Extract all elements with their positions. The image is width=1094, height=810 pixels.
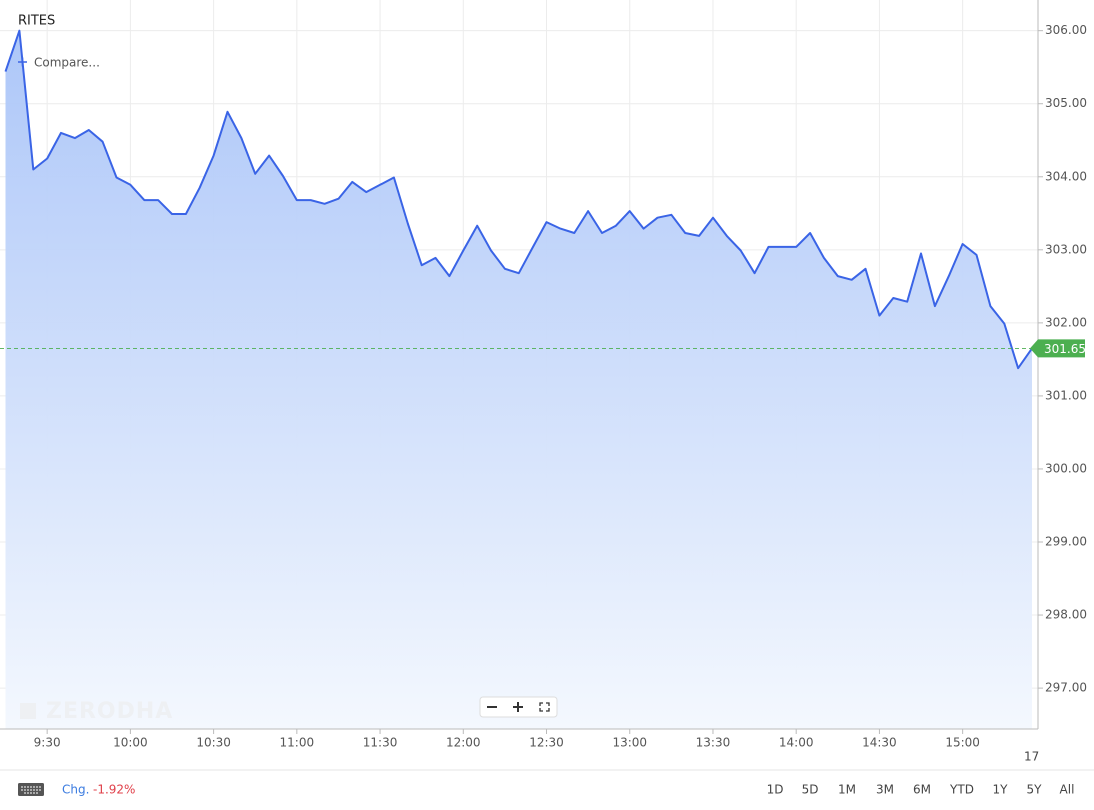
x-tick-label: 12:30 (529, 736, 564, 750)
watermark-logo (20, 703, 36, 719)
x-tick-label: 10:00 (113, 736, 148, 750)
x-tick-label: 14:30 (862, 736, 897, 750)
last-price-tag (1030, 339, 1085, 358)
next-day-label: 17 (1024, 750, 1039, 764)
range-button[interactable]: 1D (767, 783, 784, 797)
x-tick-label: 12:00 (446, 736, 481, 750)
plot (0, 29, 1038, 729)
range-button[interactable]: 3M (876, 783, 894, 797)
x-tick-label: 11:00 (280, 736, 315, 750)
x-tick-label: 9:30 (34, 736, 61, 750)
x-tick-label: 13:00 (612, 736, 647, 750)
y-tick-label: 300.00 (1045, 461, 1087, 475)
x-tick-label: 10:30 (196, 736, 231, 750)
zoom-in[interactable] (513, 702, 523, 712)
range-button[interactable]: 1M (838, 783, 856, 797)
keyboard-icon[interactable] (18, 783, 44, 796)
zoom-controls (479, 696, 558, 718)
fullscreen[interactable] (539, 702, 550, 712)
y-tick-label: 299.00 (1045, 535, 1087, 549)
y-tick-label: 302.00 (1045, 315, 1087, 329)
compare-label: Compare... (34, 56, 100, 70)
plus-icon (18, 57, 27, 67)
last-price-label: 301.65 (1044, 342, 1086, 356)
area (5, 30, 1032, 729)
range-button[interactable]: 1Y (993, 783, 1009, 797)
range-button[interactable]: 5D (802, 783, 819, 797)
price-line (4, 29, 1033, 370)
compare-button[interactable]: Compare... (18, 56, 100, 70)
y-tick-label: 305.00 (1045, 96, 1087, 110)
y-tick-label: 306.00 (1045, 23, 1087, 37)
x-tick-label: 14:00 (779, 736, 814, 750)
x-tick-label: 13:30 (696, 736, 731, 750)
range-buttons: 1D 5D 1M 3M 6M YTD 1Y 5Y All (767, 783, 1075, 797)
range-button[interactable]: All (1060, 783, 1075, 797)
y-tick-label: 303.00 (1045, 242, 1087, 256)
x-tick-label: 15:00 (945, 736, 980, 750)
x-tick-label: 11:30 (363, 736, 398, 750)
y-tick-label: 304.00 (1045, 169, 1087, 183)
range-button[interactable]: YTD (949, 783, 974, 797)
symbol: RITES (18, 14, 55, 29)
y-tick-label: 298.00 (1045, 608, 1087, 622)
y-tick-label: 297.00 (1045, 681, 1087, 695)
change-value: -1.92% (93, 783, 135, 797)
change-label: Chg. (62, 783, 89, 797)
watermark: ZERODHA (46, 699, 173, 724)
range-button[interactable]: 5Y (1027, 783, 1043, 797)
range-button[interactable]: 6M (913, 783, 931, 797)
y-tick-label: 301.00 (1045, 388, 1087, 402)
